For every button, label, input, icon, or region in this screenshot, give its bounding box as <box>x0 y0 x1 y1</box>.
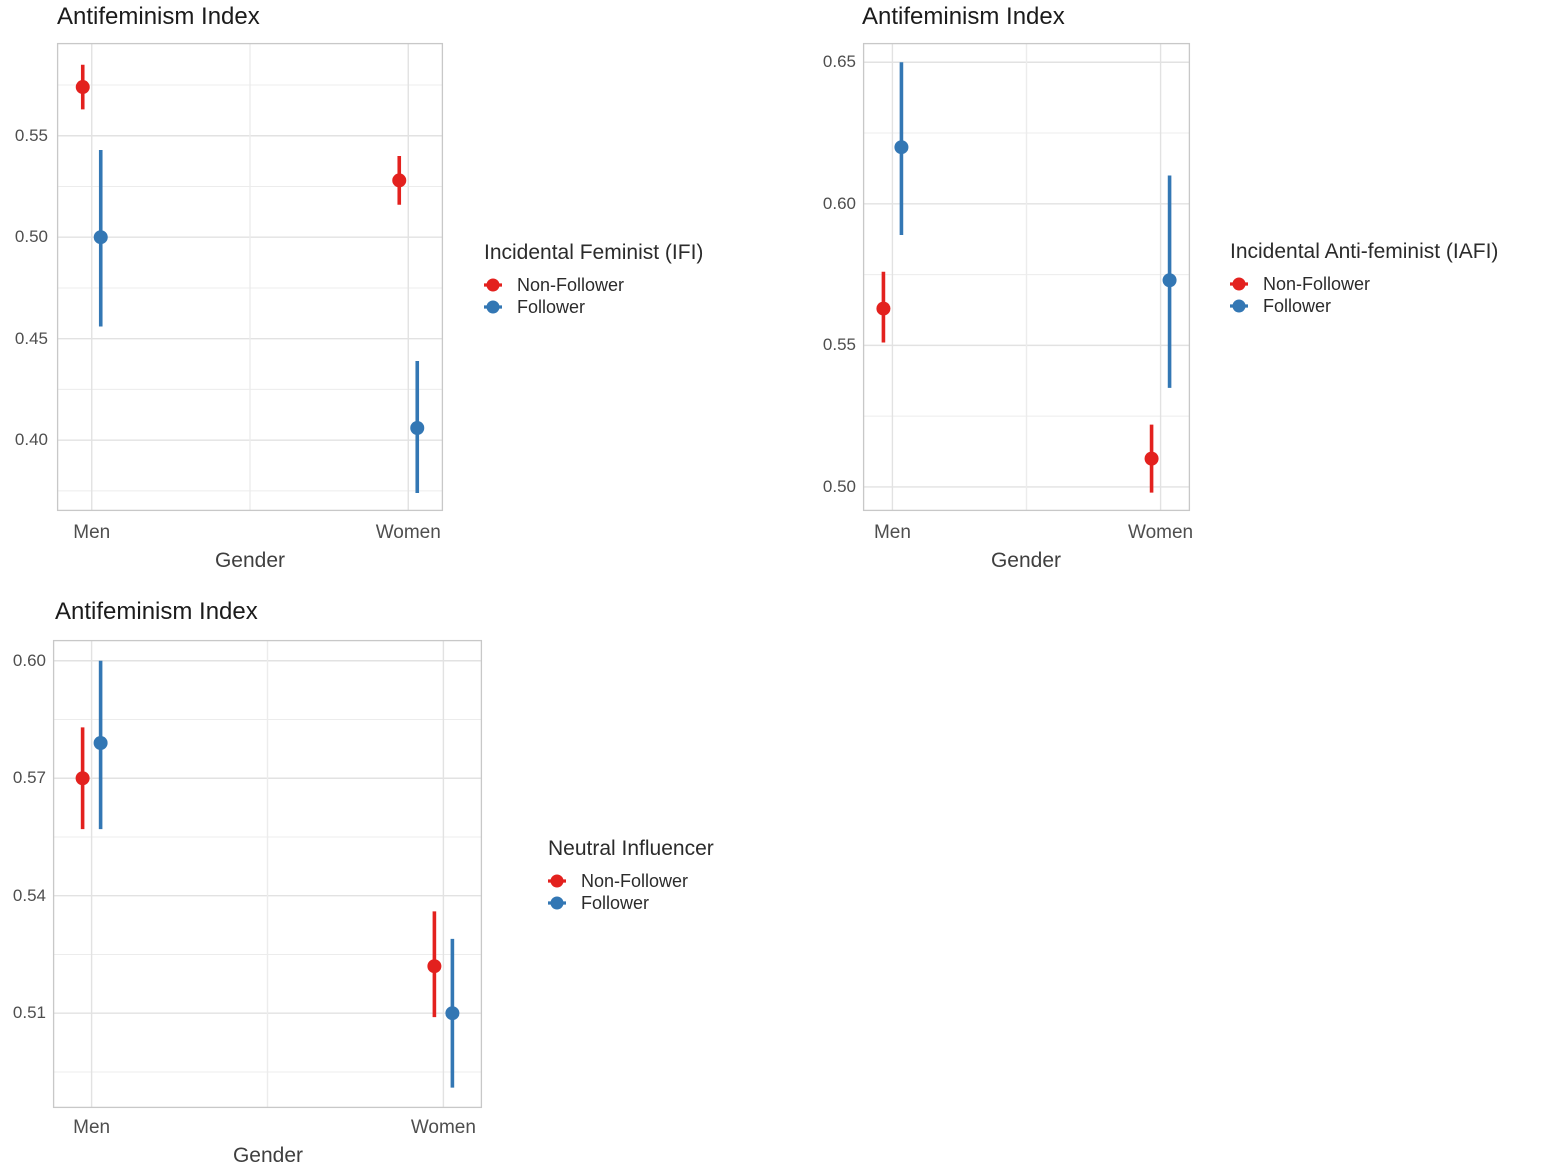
plot-title: Antifeminism Index <box>55 598 258 625</box>
y-tick-label: 0.55 <box>822 335 856 355</box>
point-estimate-follower-men <box>93 735 108 750</box>
x-category-label: Men <box>73 522 111 543</box>
point-estimate-non-follower-men <box>75 80 90 95</box>
point-estimate-non-follower-men <box>75 771 90 786</box>
x-axis-title: Gender <box>214 549 286 572</box>
pointrange-key-icon <box>1230 299 1248 313</box>
y-tick-label: 0.51 <box>12 1003 46 1023</box>
legend-item-non-follower: Non-Follower <box>1230 273 1498 295</box>
pointrange-key-icon <box>1230 277 1248 291</box>
y-tick-label: 0.50 <box>822 476 856 496</box>
legend-item-label: Non-Follower <box>1263 273 1371 294</box>
point-estimate-follower-men <box>93 230 108 245</box>
x-category-label: Women <box>410 1117 476 1138</box>
panel-border <box>862 42 1191 512</box>
point-estimate-non-follower-women <box>427 959 442 974</box>
y-tick-label: 0.54 <box>12 885 46 905</box>
y-tick-label: 0.50 <box>14 227 48 247</box>
legend-neutral: Neutral Influencer Non-Follower Follower <box>548 836 714 914</box>
x-axis-title: Gender <box>232 1144 304 1167</box>
legend-item-follower: Follower <box>484 296 703 318</box>
legend-item-non-follower: Non-Follower <box>548 870 714 892</box>
point-estimate-non-follower-women <box>1144 451 1159 466</box>
pointrange-key-icon <box>548 896 566 910</box>
point-estimate-follower-women <box>1162 273 1177 288</box>
x-axis-title: Gender <box>990 549 1062 572</box>
y-tick-label: 0.55 <box>14 125 48 145</box>
y-tick-label: 0.60 <box>822 193 856 213</box>
legend-item-label: Follower <box>517 296 586 317</box>
legend-item-label: Non-Follower <box>517 274 625 295</box>
plot-title: Antifeminism Index <box>57 3 260 30</box>
x-category-label: Women <box>1128 522 1194 543</box>
y-tick-label: 0.40 <box>14 430 48 450</box>
plot-title: Antifeminism Index <box>862 3 1065 30</box>
legend-item-follower: Follower <box>1230 295 1498 317</box>
plot-area <box>862 42 1191 512</box>
plot-area <box>52 639 483 1109</box>
y-tick-label: 0.65 <box>822 52 856 72</box>
point-estimate-non-follower-women <box>392 173 407 188</box>
panel-border <box>56 42 444 512</box>
pointrange-key-icon <box>484 300 502 314</box>
pointrange-key-icon <box>548 874 566 888</box>
x-category-label: Women <box>375 522 441 543</box>
legend-item-follower: Follower <box>548 892 714 914</box>
y-tick-label: 0.57 <box>12 768 46 788</box>
point-estimate-follower-women <box>445 1006 460 1021</box>
pointrange-key-icon <box>484 278 502 292</box>
legend-item-label: Follower <box>1263 295 1332 316</box>
point-estimate-non-follower-men <box>876 301 891 316</box>
legend-title: Neutral Influencer <box>548 837 714 860</box>
legend-item-non-follower: Non-Follower <box>484 274 703 296</box>
legend-title: Incidental Feminist (IFI) <box>484 241 704 264</box>
legend-ifi: Incidental Feminist (IFI) Non-Follower F… <box>484 240 703 318</box>
x-category-label: Men <box>873 522 911 543</box>
legend-title: Incidental Anti-feminist (IAFI) <box>1230 240 1499 263</box>
point-estimate-follower-women <box>410 420 425 435</box>
y-tick-label: 0.60 <box>12 650 46 670</box>
legend-item-label: Follower <box>581 892 650 913</box>
point-estimate-follower-men <box>894 140 909 155</box>
y-tick-label: 0.45 <box>14 328 48 348</box>
panel-border <box>52 639 483 1109</box>
legend-iafi: Incidental Anti-feminist (IAFI) Non-Foll… <box>1230 239 1498 317</box>
x-category-label: Men <box>73 1117 111 1138</box>
plot-area <box>56 42 444 512</box>
legend-item-label: Non-Follower <box>581 870 689 891</box>
